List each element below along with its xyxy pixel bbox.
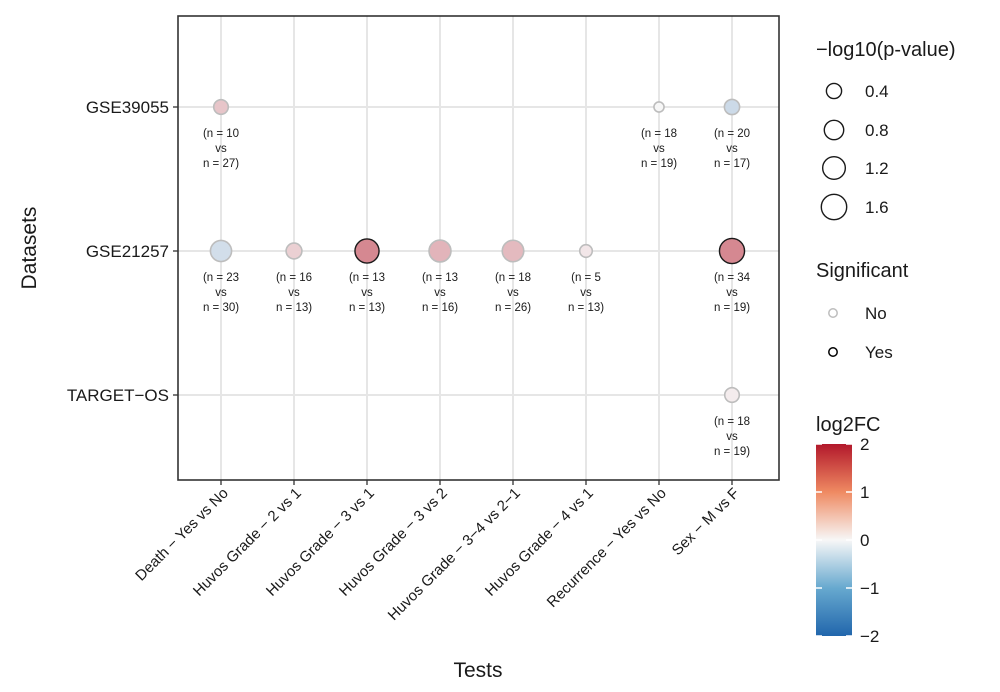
- sample-size-label: vs: [215, 287, 227, 299]
- size-legend-label: 1.6: [865, 198, 889, 217]
- colorbar-label: −1: [860, 579, 879, 598]
- size-legend-title: −log10(p-value): [816, 39, 956, 61]
- sample-size-label: (n = 20: [714, 128, 750, 140]
- significant-legend-title: Significant: [816, 260, 909, 282]
- sample-size-label: n = 19): [641, 158, 677, 170]
- size-legend-key: [823, 119, 845, 141]
- sample-size-label: vs: [653, 143, 665, 155]
- x-tick-label: Sex − M vs F: [669, 485, 743, 559]
- size-legend-label: 0.4: [865, 82, 889, 101]
- sample-size-label: (n = 13: [422, 272, 458, 284]
- sample-size-label: (n = 23: [203, 272, 239, 284]
- y-tick-label: TARGET−OS: [67, 386, 169, 405]
- sample-size-label: n = 16): [422, 302, 458, 314]
- significant-legend-label: Yes: [865, 343, 893, 362]
- sample-size-label: n = 13): [276, 302, 312, 314]
- size-legend-label: 1.2: [865, 159, 889, 178]
- data-point: [428, 239, 452, 263]
- colorbar-label: 0: [860, 531, 869, 550]
- sample-size-label: (n = 18: [495, 272, 531, 284]
- data-point: [209, 239, 233, 263]
- sample-size-label: n = 19): [714, 446, 750, 458]
- sample-size-label: vs: [215, 143, 227, 155]
- colorbar-label: 2: [860, 435, 869, 454]
- y-axis-title: Datasets: [18, 207, 41, 290]
- sample-size-label: vs: [726, 431, 738, 443]
- sample-size-label: vs: [434, 287, 446, 299]
- sample-size-label: vs: [726, 287, 738, 299]
- sample-size-label: vs: [288, 287, 300, 299]
- sample-size-label: n = 13): [349, 302, 385, 314]
- sample-size-label: (n = 34: [714, 272, 751, 284]
- sample-size-label: n = 19): [714, 302, 750, 314]
- x-tick-label: Huvos Grade − 3−4 vs 2−1: [385, 485, 524, 624]
- sample-size-label: n = 26): [495, 302, 531, 314]
- y-tick-label: GSE39055: [86, 98, 169, 117]
- colorbar-label: −2: [860, 627, 879, 646]
- sample-size-label: (n = 16: [276, 272, 312, 284]
- sample-size-label: n = 13): [568, 302, 604, 314]
- data-point: [212, 98, 230, 116]
- sample-size-label: vs: [726, 143, 738, 155]
- sample-size-label: (n = 13: [349, 272, 385, 284]
- sample-size-label: n = 17): [714, 158, 750, 170]
- data-point: [501, 239, 525, 263]
- sample-size-label: vs: [361, 287, 373, 299]
- sample-size-label: (n = 10: [203, 128, 239, 140]
- y-tick-label: GSE21257: [86, 242, 169, 261]
- data-point: [354, 238, 380, 264]
- significant-legend-key: [828, 347, 838, 357]
- colorbar-label: 1: [860, 483, 869, 502]
- data-point: [578, 243, 594, 259]
- data-point: [723, 386, 741, 404]
- size-legend-key: [821, 155, 847, 181]
- plot-border: [177, 15, 780, 481]
- data-point: [653, 101, 665, 113]
- sample-size-label: (n = 18: [641, 128, 677, 140]
- size-legend-key: [820, 193, 848, 221]
- sample-size-label: vs: [507, 287, 519, 299]
- sample-size-label: (n = 18: [714, 416, 750, 428]
- size-legend-key: [825, 82, 843, 100]
- sample-size-label: n = 30): [203, 302, 239, 314]
- size-legend-label: 0.8: [865, 121, 889, 140]
- color-legend-title: log2FC: [816, 414, 880, 436]
- significant-legend-label: No: [865, 304, 887, 323]
- x-axis-title: Tests: [453, 659, 502, 682]
- data-point: [723, 98, 741, 116]
- sample-size-label: (n = 5: [571, 272, 601, 284]
- x-tick-label: Recurrence − Yes vs No: [544, 485, 670, 611]
- data-point: [718, 237, 746, 265]
- plot-panel: [178, 16, 779, 480]
- sample-size-label: vs: [580, 287, 592, 299]
- significant-legend-key: [828, 308, 838, 318]
- sample-size-label: n = 27): [203, 158, 239, 170]
- data-point: [285, 242, 303, 260]
